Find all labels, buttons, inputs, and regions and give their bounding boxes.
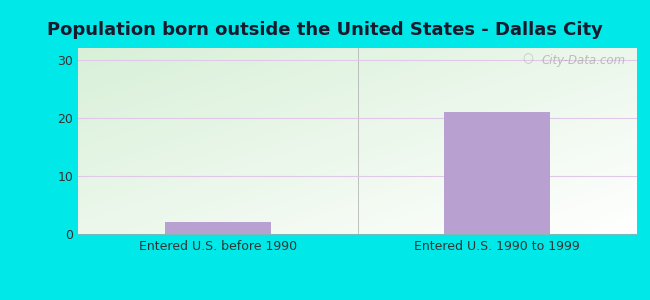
Text: Population born outside the United States - Dallas City: Population born outside the United State… — [47, 21, 603, 39]
Text: ○: ○ — [523, 53, 534, 66]
Text: City-Data.com: City-Data.com — [541, 54, 626, 67]
Bar — [164, 222, 271, 234]
Bar — [444, 112, 551, 234]
